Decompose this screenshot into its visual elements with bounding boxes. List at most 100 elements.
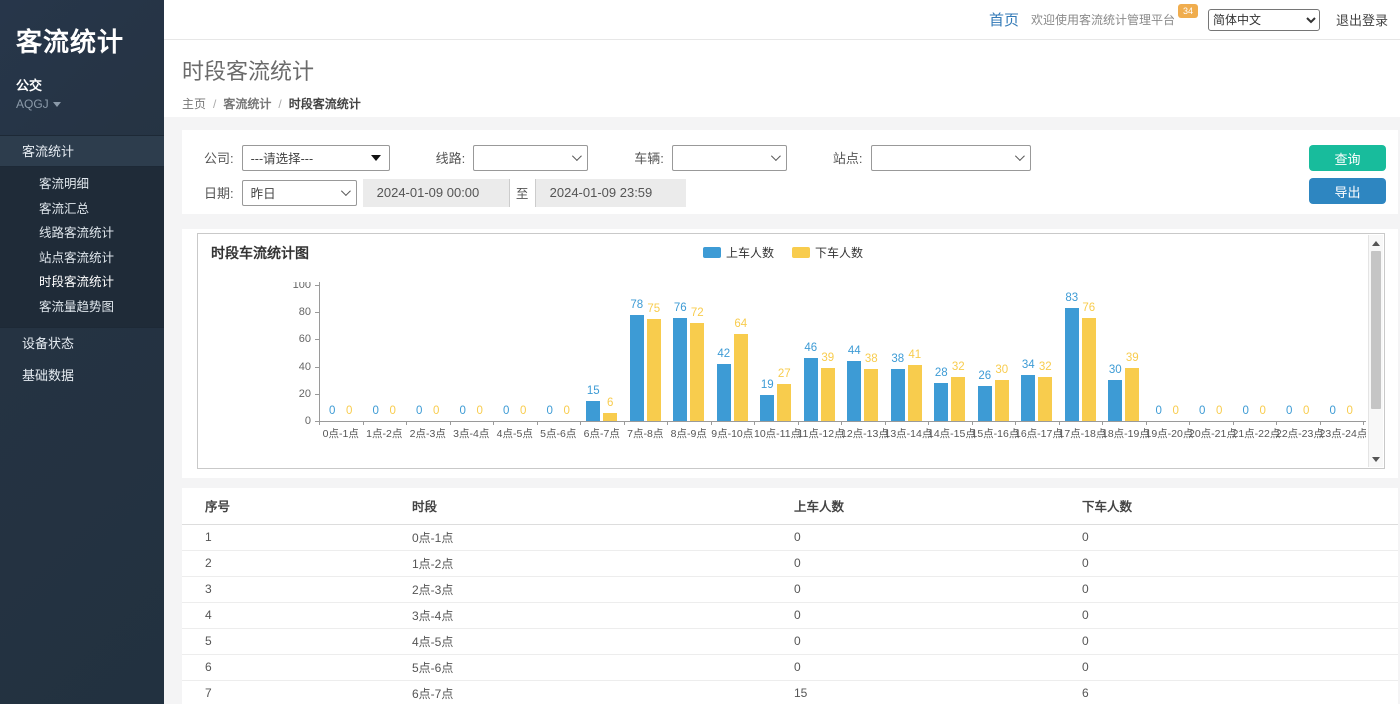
chart-title: 时段车流统计图 xyxy=(211,245,309,261)
date-to-input[interactable]: 2024-01-09 23:59 xyxy=(535,178,686,207)
chevron-down-icon xyxy=(52,102,61,108)
bar-value-label: 0 xyxy=(1172,405,1179,417)
x-axis-label: 14点-15点 xyxy=(928,428,976,440)
table-panel: 序号 时段 上车人数 下车人数 1 0点-1点 0 0 2 1点-2点 0 0 3 2点-3点 0 0 4 3点… xyxy=(182,488,1398,704)
home-link[interactable]: 首页 xyxy=(988,12,1019,29)
x-axis-label: 8点-9点 xyxy=(670,428,707,440)
bar-value-label: 0 xyxy=(1329,405,1336,417)
sidebar-subitem-客流汇总[interactable]: 客流汇总 xyxy=(39,201,90,216)
filter-field-label: 线路: xyxy=(435,151,466,166)
bar-value-label: 44 xyxy=(847,345,861,358)
chart-scrollbar[interactable] xyxy=(1368,235,1383,467)
bar-alighting xyxy=(864,369,879,421)
breadcrumb-item: 时段客流统计 xyxy=(288,97,361,111)
filter-select-站点[interactable] xyxy=(870,144,1031,171)
bar-value-label: 0 xyxy=(476,405,483,417)
filter-field: 站点: xyxy=(833,144,1031,171)
table-cell: 6点-7点 xyxy=(412,680,794,704)
sidebar-subitem-客流明细[interactable]: 客流明细 xyxy=(39,177,90,191)
table-cell: 0 xyxy=(1082,524,1398,551)
breadcrumb-item[interactable]: 客流统计 xyxy=(223,97,272,111)
filter-row-1: 公司: ---请选择--- 线路: 车辆: 站点: xyxy=(204,144,1386,171)
bar-value-label: 0 xyxy=(546,405,553,417)
bar-alighting xyxy=(1125,367,1140,421)
sidebar: 客流统计 公交 AQGJ 客流统计客流明细客流汇总线路客流统计 站点客流统计 时段客… xyxy=(0,0,164,704)
x-tick xyxy=(406,421,407,425)
legend-swatch xyxy=(702,247,721,258)
sidebar-subitem-线路客流统计[interactable]: 线路客流统计 xyxy=(39,226,115,240)
bar-value-label: 0 xyxy=(389,405,396,417)
table-cell: 0点-1点 xyxy=(412,524,794,551)
table-cell: 0 xyxy=(794,602,1082,629)
x-axis-label: 6点-7点 xyxy=(583,428,620,440)
x-axis-label: 7点-8点 xyxy=(627,428,664,440)
bar-value-label: 0 xyxy=(1155,405,1162,417)
bar-value-label: 28 xyxy=(934,366,948,379)
x-axis-line xyxy=(319,421,1366,422)
table-column-header: 下车人数 xyxy=(1082,488,1398,525)
language-select[interactable]: 简体中文 xyxy=(1207,8,1320,31)
x-tick xyxy=(710,421,712,425)
x-axis-label: 9点-10点 xyxy=(711,428,754,440)
x-tick xyxy=(1189,421,1190,425)
x-tick xyxy=(928,421,929,425)
bar-boarding xyxy=(629,314,644,421)
x-tick xyxy=(1363,421,1364,425)
y-tick-label: 60 xyxy=(298,333,311,346)
y-tick-label: 0 xyxy=(304,415,311,427)
sidebar-subitem-客流量趋势图[interactable]: 客流量趋势图 xyxy=(39,299,115,314)
table-cell: 5点-6点 xyxy=(412,654,794,681)
query-button[interactable]: 查询 xyxy=(1309,145,1386,171)
bar-value-label: 0 xyxy=(433,405,440,417)
x-tick xyxy=(1232,421,1234,425)
scroll-down-arrow-icon[interactable] xyxy=(1369,452,1383,466)
y-tick xyxy=(315,393,319,395)
filter-select-车辆[interactable] xyxy=(671,144,787,171)
y-tick xyxy=(315,421,319,422)
sidebar-item-设备状态[interactable]: 设备状态 xyxy=(22,336,75,351)
export-button[interactable]: 导出 xyxy=(1309,178,1386,204)
table-cell: 3 xyxy=(182,576,412,603)
bar-value-label: 26 xyxy=(978,369,992,382)
org-name: 公交 xyxy=(16,78,43,93)
x-axis-label: 18点-19点 xyxy=(1102,428,1150,440)
y-tick xyxy=(315,339,319,341)
legend-item-下车人数[interactable]: 下车人数 xyxy=(792,244,863,261)
date-preset-select[interactable]: 昨日 xyxy=(241,179,357,206)
bar-value-label: 27 xyxy=(777,368,791,381)
table-row: 7 6点-7点 15 6 xyxy=(182,680,1398,704)
bar-value-label: 0 xyxy=(459,405,466,417)
breadcrumb-item[interactable]: 主页 xyxy=(182,97,207,111)
table-cell: 1点-2点 xyxy=(412,550,794,577)
filter-select-公司[interactable]: ---请选择--- xyxy=(241,144,390,171)
x-axis-label: 3点-4点 xyxy=(453,428,490,440)
date-from-input[interactable]: 2024-01-09 00:00 xyxy=(362,178,509,207)
scrollbar-thumb[interactable] xyxy=(1371,251,1381,409)
legend-item-上车人数[interactable]: 上车人数 xyxy=(702,244,774,261)
logout-link[interactable]: 退出登录 xyxy=(1335,13,1388,28)
page-title: 时段客流统计 xyxy=(182,59,315,84)
filter-select-value: ---请选择--- xyxy=(250,152,314,166)
filter-row-2: 日期: 昨日 2024-01-09 00:00 至 2024-01-09 23:… xyxy=(204,178,1386,207)
table-column-header: 序号 xyxy=(182,488,412,525)
sidebar-submenu: 客流明细客流汇总线路客流统计 站点客流统计 时段客流统计 客流量趋势图 xyxy=(0,167,164,328)
scroll-up-arrow-icon[interactable] xyxy=(1369,236,1383,250)
table-cell: 0 xyxy=(1082,628,1398,655)
sidebar-item-基础数据[interactable]: 基础数据 xyxy=(22,368,75,383)
sidebar-subitem-时段客流统计[interactable]: 时段客流统计 xyxy=(39,275,115,289)
x-axis-label: 10点-11点 xyxy=(754,428,802,440)
x-axis-label: 11点-12点 xyxy=(797,428,845,440)
x-axis-label: 16点-17点 xyxy=(1015,428,1063,440)
filter-field: 线路: xyxy=(435,144,589,171)
bar-value-label: 78 xyxy=(630,298,644,311)
filter-select-线路[interactable] xyxy=(473,144,589,171)
sidebar-subitem-站点客流统计[interactable]: 站点客流统计 xyxy=(39,250,115,265)
x-axis-label: 2点-3点 xyxy=(409,428,446,440)
bar-boarding xyxy=(934,382,949,421)
sidebar-item-客流统计[interactable]: 客流统计 xyxy=(0,135,164,167)
bar-value-label: 39 xyxy=(821,351,835,364)
org-code-dropdown[interactable]: AQGJ xyxy=(0,94,164,111)
content-area: 公司: ---请选择--- 线路: 车辆: 站点: 日期: 昨日 2024-01-09 … xyxy=(164,117,1400,704)
sidebar-menu: 客流统计客流明细客流汇总线路客流统计 站点客流统计 时段客流统计 客流量趋势图设备状态… xyxy=(0,135,164,392)
bar-value-label: 0 xyxy=(346,405,353,417)
